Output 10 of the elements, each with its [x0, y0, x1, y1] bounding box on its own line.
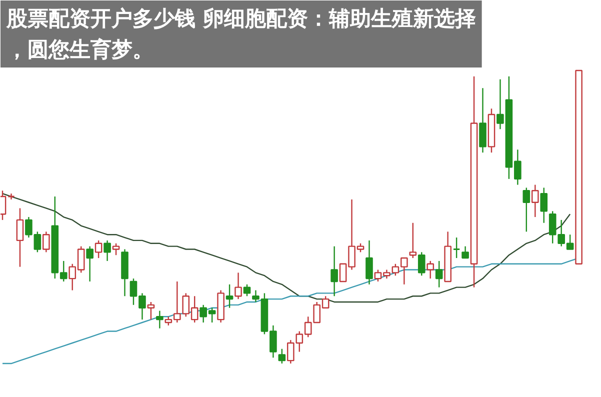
- candlestick: [104, 240, 111, 262]
- candlestick: [121, 248, 128, 297]
- chart-title: 股票配资开户多少钱 卵细胞配资：辅助生殖新选择，圆您生育梦。: [6, 6, 476, 62]
- candlestick: [479, 88, 486, 154]
- candlestick: [234, 272, 242, 300]
- candlestick: [156, 310, 164, 329]
- candlestick: [366, 240, 373, 286]
- candlestick: [470, 76, 478, 288]
- candlestick: [16, 208, 24, 268]
- candlestick: [330, 246, 338, 297]
